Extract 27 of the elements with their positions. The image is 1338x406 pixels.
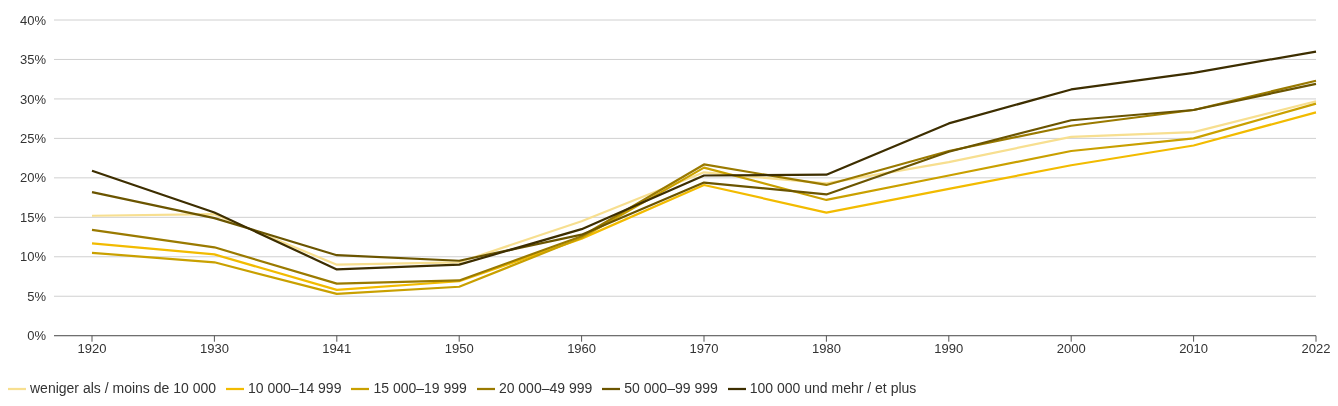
x-tick-label: 1980	[811, 340, 841, 356]
y-tick-label: 40%	[19, 12, 47, 28]
legend-label: 10 000–14 999	[248, 379, 342, 396]
legend-label: 100 000 und mehr / et plus	[749, 379, 917, 396]
x-tick-label: 1960	[567, 340, 597, 356]
x-tick-label: 1970	[689, 340, 719, 356]
y-tick-label: 25%	[19, 131, 47, 146]
y-tick-label: 5%	[27, 288, 47, 304]
x-tick-label: 1950	[444, 340, 474, 356]
y-tick-label: 30%	[19, 91, 47, 107]
x-tick-label: 1941	[322, 340, 352, 356]
y-tick-label: 15%	[19, 209, 47, 225]
y-tick-label: 35%	[19, 52, 47, 68]
y-tick-label: 0%	[27, 328, 47, 344]
x-tick-label: 1920	[77, 340, 107, 356]
legend-label: weniger als / moins de 10 000	[30, 379, 216, 396]
y-tick-label: 20%	[19, 170, 47, 186]
legend-label: 15 000–19 999	[373, 379, 467, 396]
y-tick-label: 10%	[19, 249, 47, 265]
x-tick-label: 2022	[1301, 340, 1331, 356]
legend-label: 20 000–49 999	[498, 379, 593, 396]
x-tick-label: 1990	[934, 340, 964, 356]
x-tick-label: 1930	[199, 340, 229, 356]
x-tick-label: 2010	[1179, 340, 1209, 356]
x-tick-label: 2000	[1056, 340, 1086, 356]
line-series	[90, 50, 1318, 271]
legend-label: 50 000–99 999	[624, 379, 718, 396]
